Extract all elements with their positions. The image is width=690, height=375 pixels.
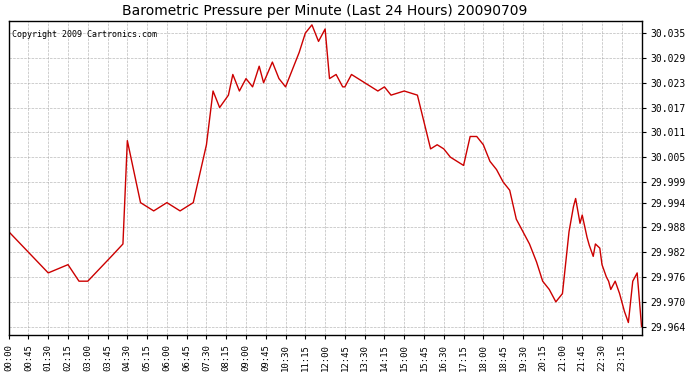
Text: Copyright 2009 Cartronics.com: Copyright 2009 Cartronics.com (12, 30, 157, 39)
Title: Barometric Pressure per Minute (Last 24 Hours) 20090709: Barometric Pressure per Minute (Last 24 … (122, 4, 528, 18)
